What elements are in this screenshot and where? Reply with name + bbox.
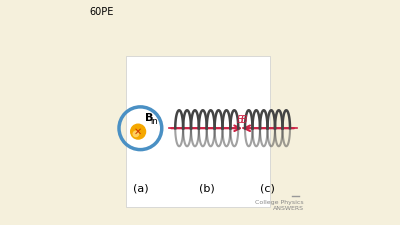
Text: 60PE: 60PE xyxy=(90,7,114,17)
Text: (b): (b) xyxy=(199,184,215,194)
Text: College Physics
ANSWERS: College Physics ANSWERS xyxy=(255,200,304,212)
Text: ✕: ✕ xyxy=(134,127,142,137)
Text: (c): (c) xyxy=(260,184,275,194)
Circle shape xyxy=(133,131,138,137)
Text: (a): (a) xyxy=(132,184,148,194)
Text: B: B xyxy=(237,115,244,125)
Text: in: in xyxy=(150,117,158,126)
Text: B: B xyxy=(145,113,153,123)
Circle shape xyxy=(131,124,146,139)
Text: B: B xyxy=(240,115,247,125)
FancyBboxPatch shape xyxy=(126,56,270,207)
